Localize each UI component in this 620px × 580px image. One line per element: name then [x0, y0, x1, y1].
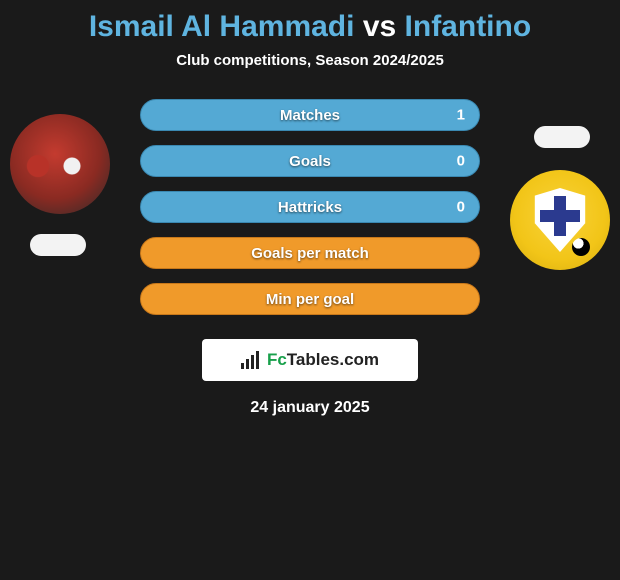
stat-label: Matches: [280, 107, 340, 124]
stat-label: Goals per match: [251, 245, 369, 262]
stat-label: Goals: [289, 153, 331, 170]
player2-flag: [534, 126, 590, 148]
page-title: Ismail Al Hammadi vs Infantino: [0, 0, 620, 52]
stat-label: Hattricks: [278, 199, 342, 216]
title-vs: vs: [363, 10, 396, 43]
ball-icon: [572, 238, 590, 256]
subtitle: Club competitions, Season 2024/2025: [0, 52, 620, 69]
bar-chart-icon: [241, 351, 259, 369]
stat-row-goals-per-match: Goals per match: [140, 237, 480, 269]
stat-row-goals: Goals 0: [140, 145, 480, 177]
stats-column: Matches 1 Goals 0 Hattricks 0 Goals per …: [140, 99, 480, 315]
stat-right-value: 0: [457, 153, 465, 170]
title-player2: Infantino: [405, 10, 532, 43]
stat-row-matches: Matches 1: [140, 99, 480, 131]
fctables-branding[interactable]: FcTables.com: [202, 339, 418, 381]
date-label: 24 january 2025: [0, 399, 620, 417]
player2-club-crest: [510, 170, 610, 270]
stat-row-min-per-goal: Min per goal: [140, 283, 480, 315]
branding-text: FcTables.com: [267, 350, 379, 370]
player1-avatar: [10, 114, 110, 214]
branding-prefix: Fc: [267, 350, 287, 369]
stat-row-hattricks: Hattricks 0: [140, 191, 480, 223]
title-player1: Ismail Al Hammadi: [89, 10, 355, 43]
branding-suffix: Tables.com: [287, 350, 379, 369]
stat-label: Min per goal: [266, 291, 354, 308]
stat-right-value: 1: [457, 107, 465, 124]
player1-flag: [30, 234, 86, 256]
stat-right-value: 0: [457, 199, 465, 216]
